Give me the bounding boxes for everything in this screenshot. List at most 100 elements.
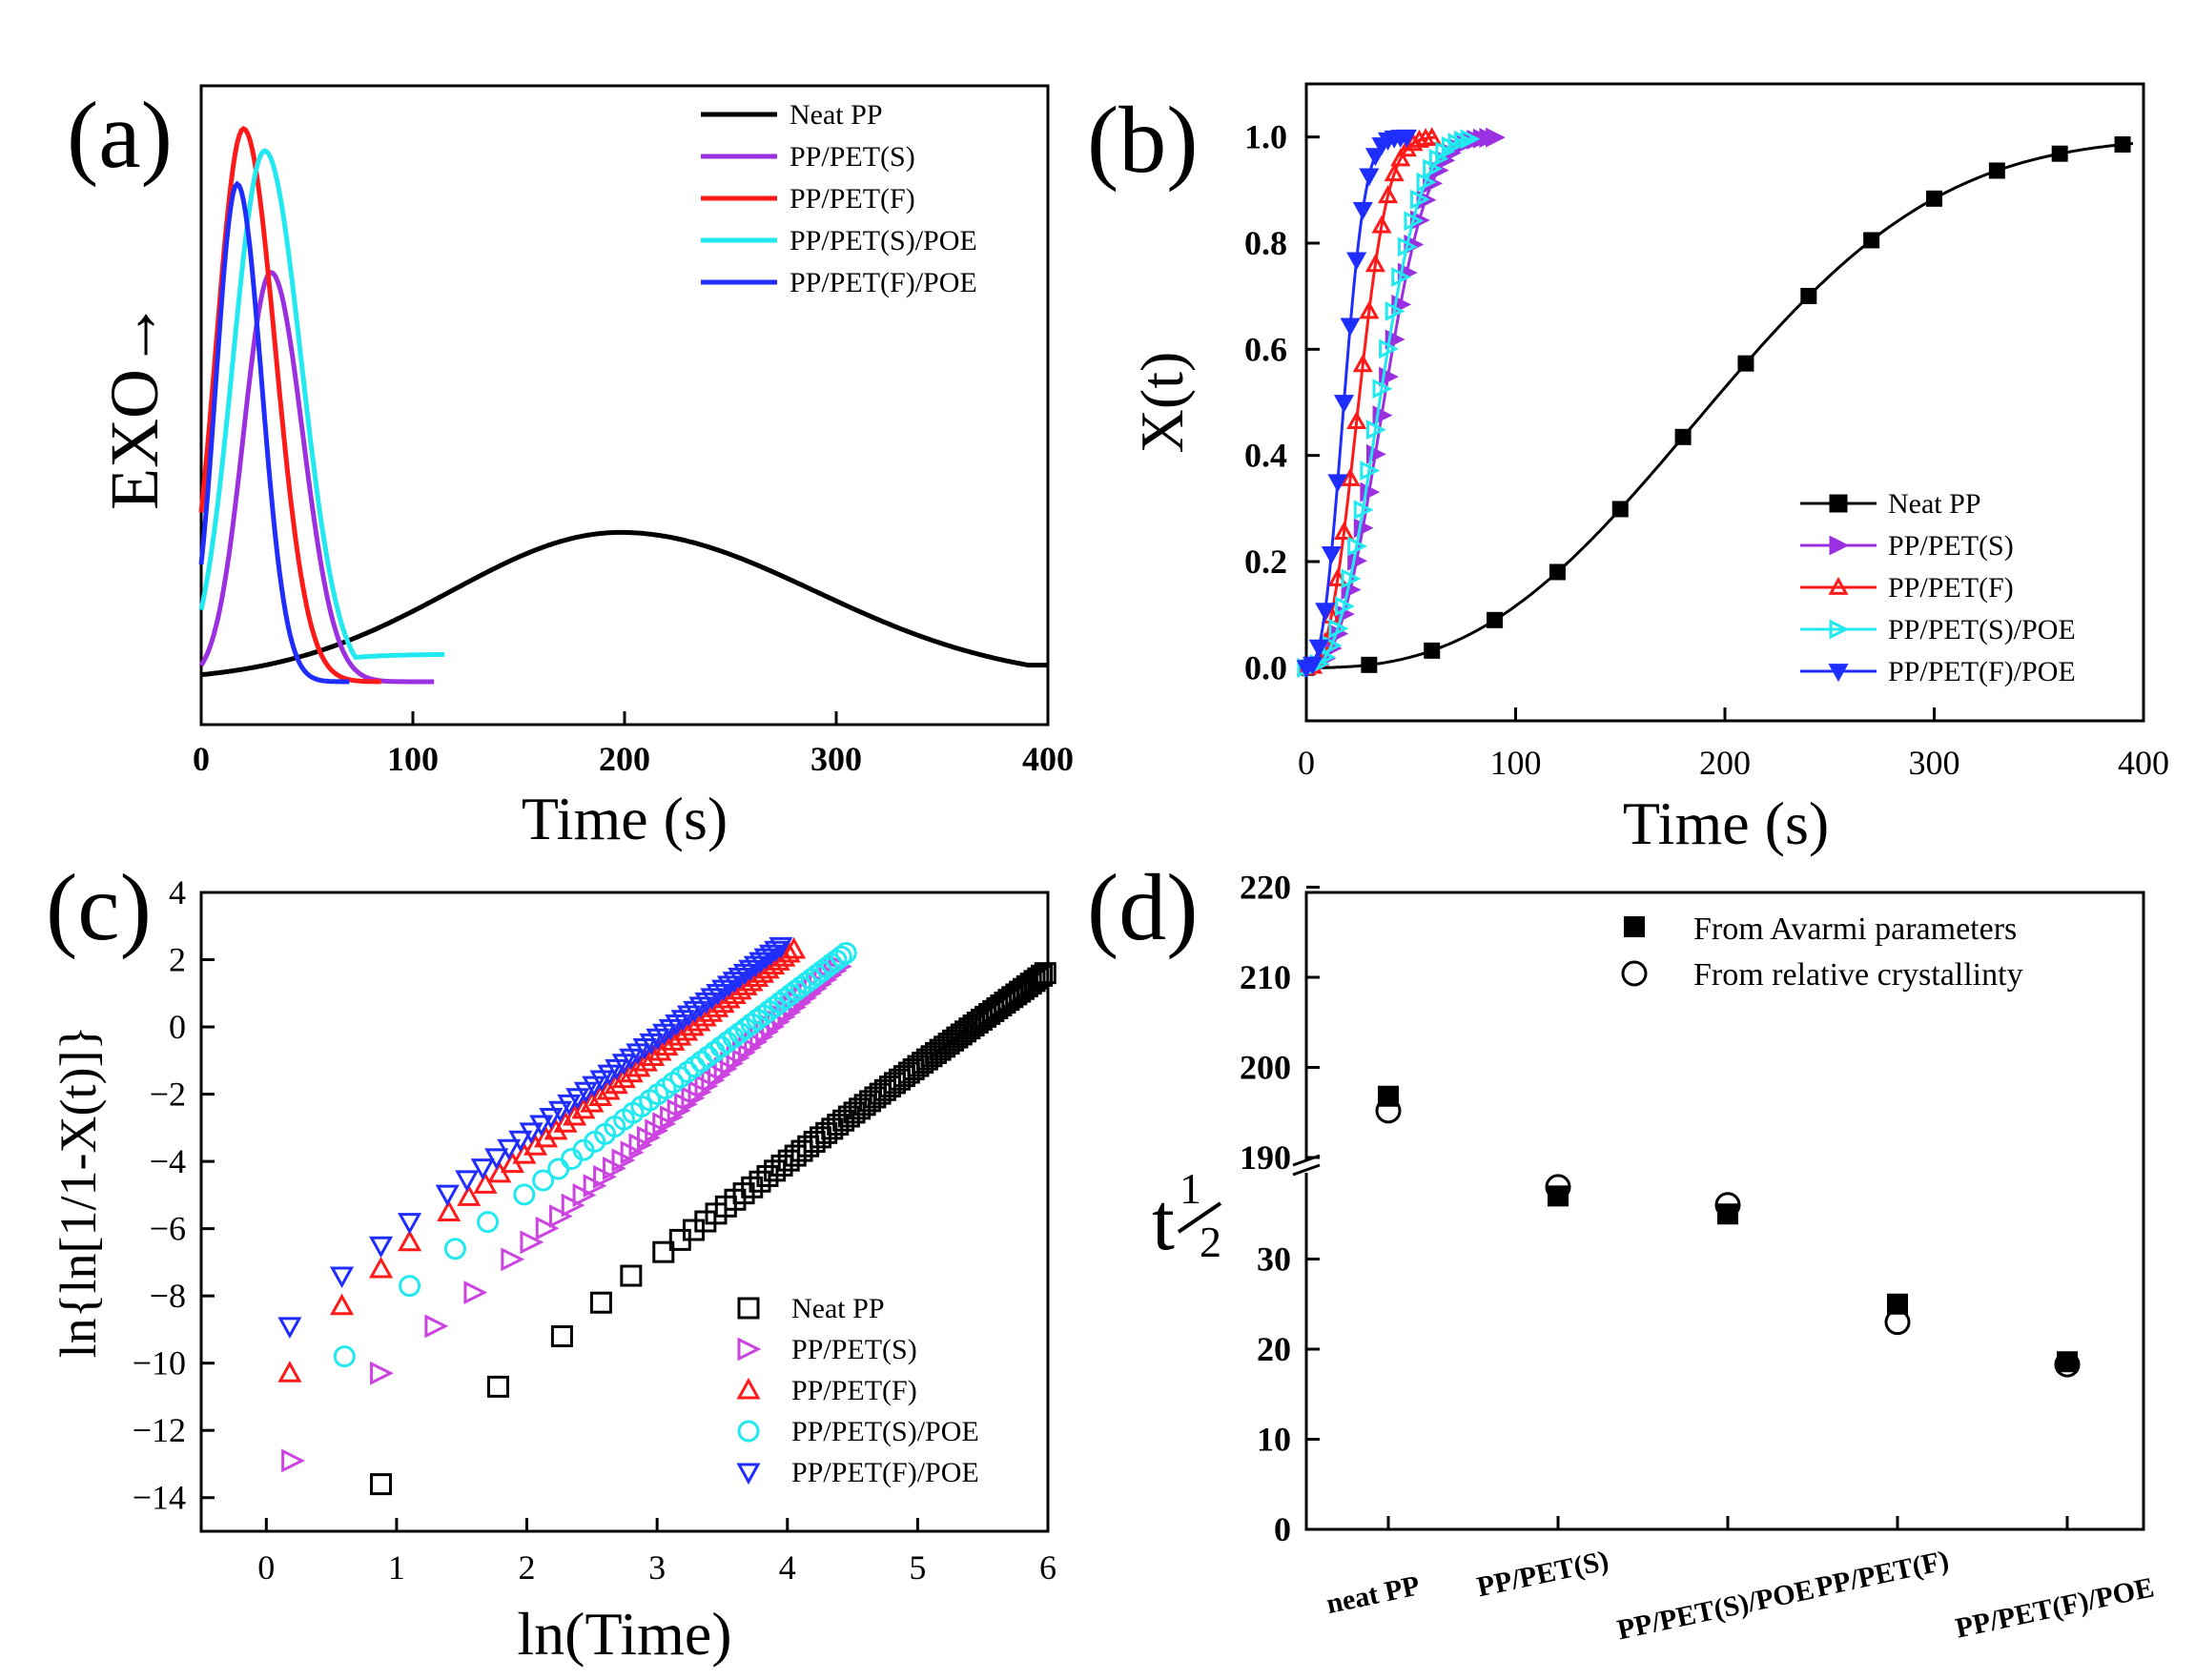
x-tick-label: 3	[648, 1548, 666, 1587]
data-point	[731, 1040, 756, 1065]
data-point	[1341, 568, 1362, 589]
data-point	[437, 1199, 462, 1221]
legend-marker	[1828, 576, 1849, 595]
data-point	[398, 1213, 422, 1235]
data-point	[398, 1229, 422, 1252]
legend-label: PP/PET(S)/POE	[1888, 614, 2076, 645]
legend-label: Neat PP	[791, 1293, 885, 1324]
data-point	[557, 1094, 582, 1117]
legend-label: PP/PET(F)/POE	[790, 267, 977, 298]
data-point	[1361, 656, 1378, 673]
data-point	[1378, 185, 1399, 204]
data-point	[681, 1086, 706, 1111]
legend-marker	[737, 1420, 760, 1443]
data-point	[573, 1081, 598, 1104]
data-point	[1424, 642, 1441, 659]
legend-label: PP/PET(F)	[1888, 572, 2014, 604]
panel-b-ticks: 0 100 200 300 400 0.0 0.2 0.4 0.6 0.8 1.0	[1244, 118, 2169, 782]
data-point	[1714, 1192, 1741, 1219]
panel-a-label: (a)	[67, 82, 173, 188]
data-point	[1327, 474, 1348, 493]
y-tick-label: 200	[1240, 1049, 1291, 1087]
data-point	[548, 1204, 573, 1229]
y-tick-label: 210	[1240, 958, 1291, 996]
data-point	[654, 1034, 679, 1056]
panel-a: (a) 0 100 200 300 400 Neat PP PP/PET(S) PP/PET…	[67, 82, 1074, 852]
data-point	[589, 1291, 612, 1314]
data-point	[1717, 1203, 1738, 1225]
data-point	[1352, 354, 1373, 373]
y-tick-label: 0	[169, 1008, 186, 1046]
panel-d-y-axis-label: t 1 2	[1152, 1164, 1222, 1267]
panel-c-points	[277, 936, 1056, 1496]
data-point	[532, 1169, 555, 1192]
data-point	[1359, 168, 1380, 187]
data-point	[626, 1055, 651, 1077]
data-point	[1487, 611, 1504, 628]
data-point	[529, 1115, 554, 1137]
data-point	[647, 1038, 672, 1061]
panel-a-y-axis-label: EXO→	[96, 300, 173, 510]
x-tick-label: 1	[388, 1548, 405, 1587]
data-point	[1340, 318, 1361, 337]
data-point	[547, 1100, 573, 1123]
data-point	[370, 1473, 393, 1496]
data-point	[1315, 603, 1336, 622]
data-point	[716, 975, 741, 997]
data-point	[694, 1074, 719, 1098]
curve-PP/PET(S)	[198, 269, 435, 685]
data-point	[743, 955, 768, 978]
data-point	[1359, 300, 1380, 319]
data-point	[484, 1148, 509, 1170]
x-tick-label: 4	[779, 1548, 796, 1587]
legend-label: Neat PP	[790, 99, 883, 131]
axis-break-mark	[1292, 1154, 1321, 1167]
data-point	[329, 1266, 355, 1289]
panel-c: (c) 0 1 2 3 4 5 6 4 2 0 −2 −4 −6 −8 −10 −12 −14 Neat PP P…	[46, 854, 1056, 1668]
data-point	[1365, 420, 1386, 440]
panel-b: (b) 0 100 200 300 400 0.0 0.2 0.4 0.6 0.8 1.0 Neat…	[1087, 82, 2169, 857]
data-point	[830, 945, 852, 968]
data-point	[2057, 1351, 2078, 1373]
legend-marker	[736, 1377, 761, 1400]
panel-a-x-ticks: 0 100 200 300 400	[193, 711, 1074, 778]
data-point	[333, 1345, 356, 1368]
legend-label: PP/PET(S)/POE	[791, 1416, 979, 1447]
data-point	[1346, 252, 1367, 271]
data-point	[1353, 500, 1374, 521]
category-label: neat PP	[1323, 1569, 1423, 1620]
data-point	[1333, 395, 1355, 414]
y-tick-label: 0.2	[1244, 543, 1287, 581]
panel-a-curves	[198, 125, 1048, 685]
data-point	[1347, 536, 1368, 557]
data-point	[764, 940, 789, 963]
y-tick-label: 10	[1257, 1421, 1291, 1459]
curve-PP/PET(F)/POE	[198, 180, 350, 685]
data-point	[738, 1035, 763, 1059]
data-point	[620, 1264, 643, 1287]
data-point	[1396, 129, 1417, 148]
legend-label: PP/PET(S)	[791, 1334, 917, 1365]
data-point	[645, 1118, 669, 1143]
data-point	[1397, 236, 1418, 257]
panel-a-x-axis-label: Time (s)	[522, 785, 728, 852]
data-point	[477, 1211, 500, 1234]
data-point	[687, 1079, 712, 1104]
legend-label: PP/PET(S)/POE	[790, 225, 977, 256]
data-point	[1404, 211, 1425, 232]
data-point	[2054, 1351, 2081, 1378]
y-tick-label: 220	[1240, 869, 1291, 907]
data-point	[457, 1184, 482, 1206]
data-point	[738, 959, 763, 982]
x-tick-label: 200	[599, 740, 650, 778]
data-point	[571, 1096, 596, 1119]
legend-label: PP/PET(F)/POE	[791, 1457, 979, 1488]
data-point	[674, 1092, 698, 1117]
curve-PP/PET(S)/POE	[198, 148, 445, 661]
legend-label: PP/PET(F)	[790, 183, 915, 215]
panel-b-legend: Neat PP PP/PET(S) PP/PET(F) PP/PET(S)/POE PP…	[1800, 488, 2076, 687]
y-tick-label: −10	[133, 1344, 186, 1383]
x-tick-label: 400	[1022, 740, 1074, 778]
data-point	[1360, 461, 1381, 481]
data-point	[553, 1111, 578, 1133]
